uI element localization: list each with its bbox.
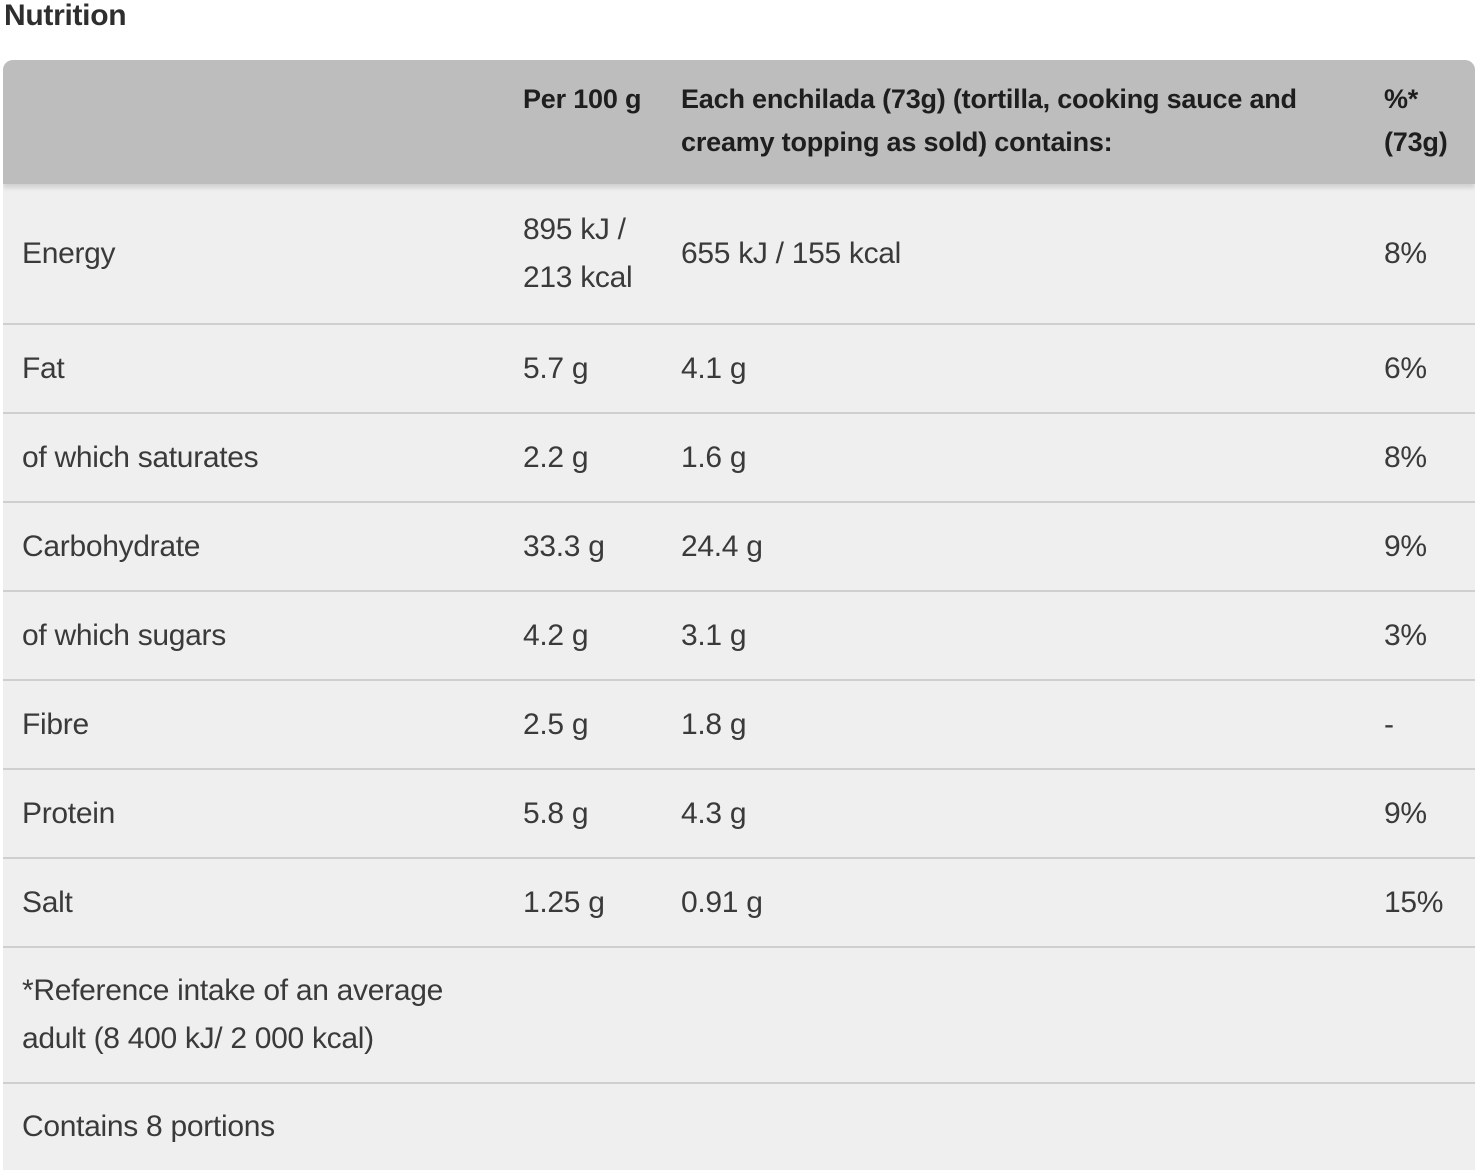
portions-text: Contains 8 portions bbox=[22, 1110, 275, 1143]
per-100g-value: 5.8 g bbox=[523, 796, 589, 830]
nutrition-table: Per 100 g Each enchilada (73g) (tortilla… bbox=[3, 60, 1475, 1170]
per-serving-value: 4.1 g bbox=[681, 351, 747, 385]
per-100g-value: 33.3 g bbox=[523, 529, 605, 563]
table-row: Fat 5.7 g 4.1 g 6% bbox=[3, 325, 1475, 414]
percent-ri-value: 8% bbox=[1384, 440, 1427, 474]
nutrient-name: Protein bbox=[22, 796, 115, 830]
percent-ri-value: 9% bbox=[1384, 529, 1427, 563]
per-100g-value: 1.25 g bbox=[523, 885, 605, 919]
table-row: of which saturates 2.2 g 1.6 g 8% bbox=[3, 414, 1475, 503]
table-row: of which sugars 4.2 g 3.1 g 3% bbox=[3, 592, 1475, 681]
header-per-100g: Per 100 g bbox=[523, 84, 642, 114]
nutrient-name: Fibre bbox=[22, 707, 89, 741]
reference-intake-footnote: *Reference intake of an average adult (8… bbox=[22, 974, 443, 1055]
nutrient-name: Energy bbox=[22, 236, 116, 270]
per-100g-value: 2.2 g bbox=[523, 440, 589, 474]
table-row: Carbohydrate 33.3 g 24.4 g 9% bbox=[3, 503, 1475, 592]
footnote-row: *Reference intake of an average adult (8… bbox=[3, 948, 1475, 1084]
percent-ri-value: - bbox=[1384, 707, 1394, 741]
percent-ri-value: 15% bbox=[1384, 885, 1444, 919]
nutrient-name: Carbohydrate bbox=[22, 529, 201, 563]
table-header: Per 100 g Each enchilada (73g) (tortilla… bbox=[3, 60, 1475, 184]
per-serving-value: 3.1 g bbox=[681, 618, 747, 652]
percent-ri-value: 6% bbox=[1384, 351, 1427, 385]
per-serving-value: 655 kJ / 155 kcal bbox=[681, 236, 902, 270]
header-per-serving: Each enchilada (73g) (tortilla, cooking … bbox=[681, 84, 1297, 157]
nutrient-name: Fat bbox=[22, 351, 65, 385]
per-serving-value: 4.3 g bbox=[681, 796, 747, 830]
portions-row: Contains 8 portions bbox=[3, 1084, 1475, 1170]
nutrient-name: of which sugars bbox=[22, 618, 226, 652]
per-serving-value: 0.91 g bbox=[681, 885, 763, 919]
header-percent-ri: %* (73g) bbox=[1384, 84, 1448, 157]
percent-ri-value: 9% bbox=[1384, 796, 1427, 830]
table-row: Salt 1.25 g 0.91 g 15% bbox=[3, 859, 1475, 948]
table-row: Energy 895 kJ / 213 kcal 655 kJ / 155 kc… bbox=[3, 184, 1475, 325]
nutrient-name: of which saturates bbox=[22, 440, 259, 474]
per-serving-value: 1.6 g bbox=[681, 440, 747, 474]
per-serving-value: 24.4 g bbox=[681, 529, 763, 563]
per-100g-value: 4.2 g bbox=[523, 618, 589, 652]
per-100g-value: 895 kJ / 213 kcal bbox=[523, 212, 633, 294]
per-100g-value: 2.5 g bbox=[523, 707, 589, 741]
per-100g-value: 5.7 g bbox=[523, 351, 589, 385]
per-serving-value: 1.8 g bbox=[681, 707, 747, 741]
table-row: Fibre 2.5 g 1.8 g - bbox=[3, 681, 1475, 770]
section-title: Nutrition bbox=[4, 0, 127, 32]
table-row: Protein 5.8 g 4.3 g 9% bbox=[3, 770, 1475, 859]
percent-ri-value: 8% bbox=[1384, 236, 1427, 270]
percent-ri-value: 3% bbox=[1384, 618, 1427, 652]
nutrient-name: Salt bbox=[22, 885, 73, 919]
